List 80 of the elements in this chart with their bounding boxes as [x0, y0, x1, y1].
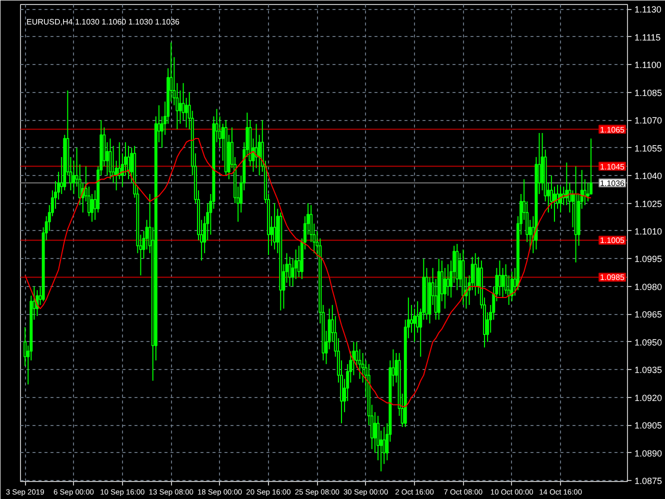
candlestick [507, 274, 510, 306]
candlestick [124, 142, 127, 176]
y-tick-label: 1.1070 [634, 116, 662, 126]
candlestick [160, 116, 164, 148]
candlestick [145, 219, 148, 250]
candlestick [294, 248, 298, 280]
candlestick [428, 276, 432, 324]
y-tick-label: 1.1130 [634, 4, 662, 15]
candlestick [361, 352, 364, 384]
candlestick [30, 295, 33, 361]
candlestick [452, 245, 456, 284]
text: EURUSD,H4 1.1030 1.1060 1.1030 1.1036 [26, 18, 180, 26]
y-tick-label: 1.1055 [634, 143, 662, 154]
candlestick [583, 178, 586, 206]
y-tick-label: 1.0965 [634, 310, 662, 320]
candlestick [154, 116, 158, 361]
candlestick [456, 243, 459, 291]
candlestick [203, 216, 206, 254]
y-tick-label: 1.0935 [634, 365, 662, 376]
candlestick [178, 90, 182, 124]
y-tick-label: 1.1025 [634, 198, 662, 209]
candlestick [176, 82, 179, 130]
candlestick [54, 180, 57, 210]
candlestick [328, 308, 331, 350]
y-tick-label: 1.0920 [634, 392, 662, 403]
candlestick [182, 82, 185, 121]
candlestick [574, 166, 578, 263]
candlestick [568, 182, 572, 213]
ref-line-label: 1.1036 [600, 178, 626, 188]
y-tick-label: 1.1010 [634, 226, 662, 236]
candlestick [218, 116, 222, 148]
line-series [24, 138, 592, 408]
candlestick [510, 271, 514, 302]
candlestick [462, 248, 465, 306]
candlestick [248, 120, 252, 167]
y-tick-label: 1.0980 [634, 282, 662, 292]
y-tick-label: 1.1085 [634, 88, 662, 98]
candlestick [552, 186, 556, 222]
y-tick-label: 1.1040 [634, 171, 662, 182]
candlestick [446, 264, 450, 296]
candlestick [90, 194, 94, 222]
candlestick [373, 412, 376, 454]
candlestick [184, 97, 188, 128]
candlestick [102, 126, 106, 167]
candlestick [346, 364, 350, 402]
y-tick-label: 1.0995 [634, 254, 662, 264]
y-tick-label: 1.1100 [634, 60, 662, 70]
candlestick [288, 256, 292, 287]
candlestick [504, 264, 508, 294]
candlestick [376, 415, 380, 461]
candlestick [206, 202, 210, 241]
candlestick [498, 260, 502, 296]
candlestick [352, 341, 356, 376]
candlestick [310, 204, 313, 243]
candlestick [526, 200, 529, 243]
ref-line-label: 1.1005 [600, 236, 626, 246]
candlestick [24, 326, 27, 366]
y-tick-label: 1.1115 [634, 32, 661, 42]
candlestick [425, 267, 428, 320]
candlestick [273, 202, 276, 250]
ref-line-label: 1.1045 [600, 162, 626, 172]
candlestick [142, 230, 146, 260]
candlestick [534, 156, 538, 250]
candlestick [291, 258, 294, 287]
candlestick [413, 308, 416, 342]
candlestick [57, 171, 60, 200]
candlestick [544, 149, 547, 202]
y-tick-label: 1.0905 [634, 420, 662, 431]
candlestick [297, 245, 300, 278]
y-tick-label: 1.0875 [634, 476, 662, 486]
ref-line-label: 1.1065 [600, 125, 626, 134]
candlestick [559, 186, 562, 213]
y-tick-label: 1.0950 [634, 337, 662, 348]
y-tick-label: 1.0890 [634, 448, 662, 458]
candlestick [212, 116, 216, 210]
candlestick [166, 68, 170, 124]
candlestick [410, 304, 413, 334]
ref-line-label: 1.0985 [600, 273, 626, 282]
candlestick [443, 267, 446, 310]
candlestick [474, 252, 477, 296]
